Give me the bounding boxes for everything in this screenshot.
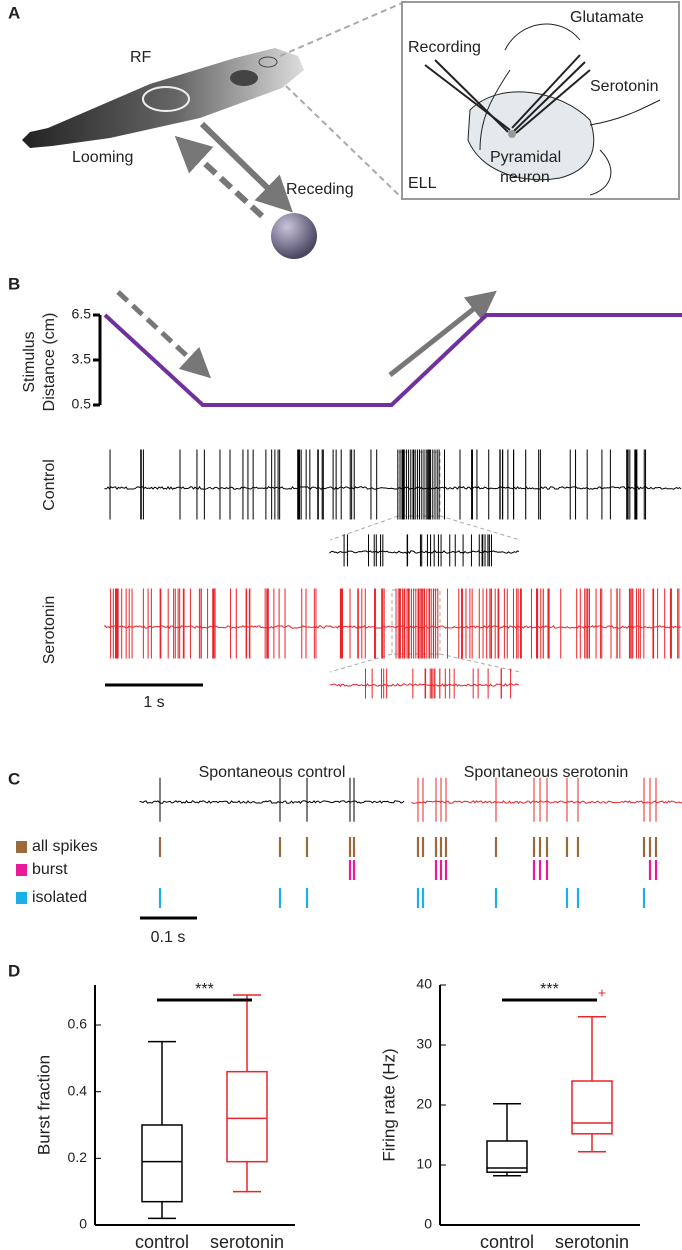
control-spont-trace (139, 777, 405, 822)
ell-marker (258, 56, 278, 68)
serotonin-label: Serotonin (590, 78, 659, 95)
outlier: + (598, 985, 606, 1001)
y-tick-label: 3.5 (72, 351, 92, 367)
stimulus-line (103, 313, 682, 407)
x-tick-label: serotonin (210, 1232, 284, 1250)
legend-label: all spikes (32, 838, 98, 855)
zoom-line (285, 85, 403, 199)
scale-label: 0.1 s (151, 929, 186, 946)
significance-label: *** (540, 981, 559, 998)
y-tick-label: 0.4 (68, 1082, 88, 1098)
y-tick-label: 10 (416, 1156, 432, 1172)
box (571, 1080, 613, 1135)
control-trace (104, 449, 682, 520)
serotonin-trace (104, 588, 682, 659)
significance-label: *** (195, 981, 214, 998)
y-tick-label: 0 (424, 1216, 432, 1232)
y-tick-label: 0 (79, 1216, 87, 1232)
recording-label: Recording (408, 39, 481, 56)
fish (22, 48, 304, 148)
serotonin-zoom-trace (329, 668, 520, 699)
serotonin-spont-trace (411, 777, 682, 822)
legend-label: burst (32, 861, 68, 878)
ell-region (467, 91, 595, 181)
pyramidal-cell (508, 130, 516, 138)
box (141, 1124, 183, 1203)
glutamate-label: Glutamate (570, 9, 644, 26)
y-axis-label: Stimulus (21, 331, 38, 392)
control-trace-label: Control (41, 459, 58, 511)
pyramidal-label: Pyramidal (490, 149, 561, 166)
panel-label: B (8, 274, 20, 293)
legend-swatch (16, 892, 27, 904)
box (486, 1140, 528, 1173)
neuron-label: neuron (500, 169, 550, 186)
y-tick-label: 20 (416, 1096, 432, 1112)
y-axis-label: Burst fraction (34, 1055, 53, 1155)
control-zoom-trace (329, 534, 520, 567)
panel-label: C (8, 769, 20, 788)
looming-arrow (174, 135, 265, 219)
y-axis-label: Firing rate (Hz) (379, 1048, 398, 1161)
y-tick-label: 0.5 (72, 396, 92, 412)
condition-title: Spontaneous control (199, 764, 346, 781)
rf-label: RF (130, 49, 152, 66)
panel-label: A (8, 3, 20, 22)
y-tick-label: 0.2 (68, 1149, 88, 1165)
receding-arrow (199, 121, 293, 213)
y-tick-label: 30 (416, 1036, 432, 1052)
receptive-field (142, 86, 190, 112)
y-tick-label: 0.6 (68, 1016, 88, 1032)
x-tick-label: serotonin (555, 1232, 629, 1250)
scale-label: 1 s (143, 694, 164, 711)
panel-label: D (8, 961, 20, 980)
zoom-line (279, 2, 403, 57)
brain-outline (479, 23, 661, 196)
receding-arrow (388, 290, 497, 377)
receding-label: Receding (286, 181, 354, 198)
legend-swatch (16, 841, 27, 853)
looming-label: Looming (72, 149, 133, 166)
legend-label: isolated (32, 889, 87, 906)
x-tick-label: control (480, 1232, 534, 1250)
y-axis-label: Distance (cm) (41, 313, 58, 412)
legend-swatch (16, 864, 27, 876)
zoom-line (329, 515, 399, 541)
ell-label: ELL (408, 175, 437, 192)
x-tick-label: control (135, 1232, 189, 1250)
y-tick-label: 40 (416, 976, 432, 992)
zoom-line (439, 515, 521, 541)
looming-arrow (116, 290, 212, 379)
electrodes (424, 54, 591, 134)
object-sphere (271, 213, 317, 259)
serotonin-trace-label: Serotonin (41, 596, 58, 665)
box (226, 1070, 268, 1163)
condition-title: Spontaneous serotonin (464, 764, 629, 781)
y-tick-label: 6.5 (72, 306, 92, 322)
fish-eye (230, 70, 258, 86)
zoom-line (439, 653, 521, 673)
